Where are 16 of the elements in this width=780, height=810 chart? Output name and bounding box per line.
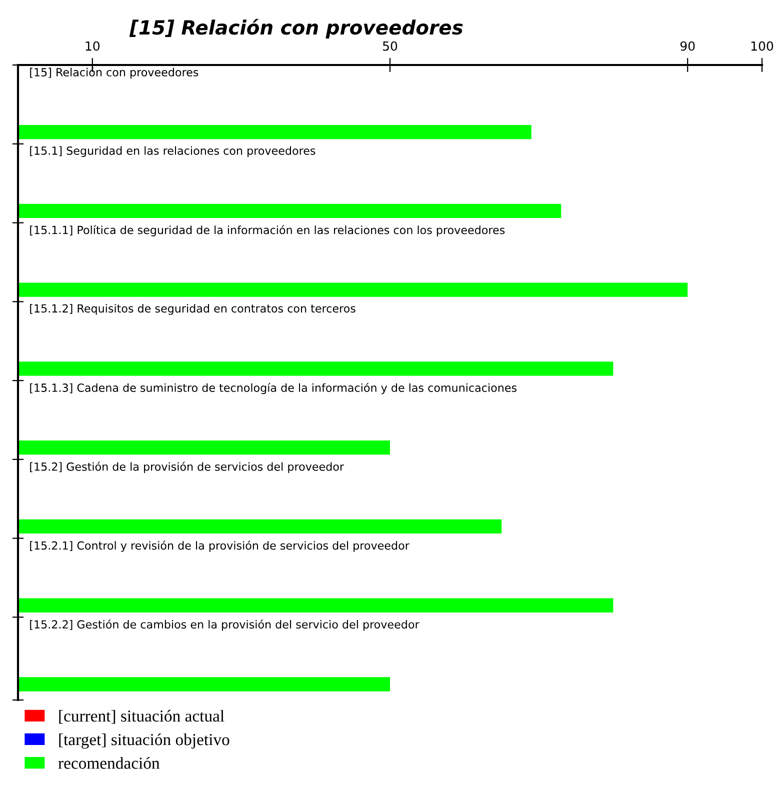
y-tick-label: [15.2] Gestión de la provisión de servicios del proveedor <box>30 462 344 473</box>
legend-label: [target] situación objetivo <box>59 733 230 749</box>
y-tick-label: [15.1] Seguridad en las relaciones con proveedores <box>30 146 316 157</box>
x-tick-label: 90 <box>680 41 695 51</box>
x-tick-label: 50 <box>383 41 398 51</box>
x-tick-label: 10 <box>86 41 100 51</box>
x-tick-label: 100 <box>751 41 774 51</box>
y-tick-label: [15.1.2] Requisitos de seguridad en contratos con terceros <box>30 304 356 315</box>
legend-label: recomendación <box>58 757 160 769</box>
chart-title: [15] Relación con proveedores <box>129 18 463 38</box>
y-tick-label: [15.1.1] Política de seguridad de la información en las relaciones con los proveedores <box>30 225 505 236</box>
y-tick-label: [15.2.1] Control y revisión de la provisión de servicios del proveedor <box>30 540 410 552</box>
y-tick-label: [15] Relación con proveedores <box>30 67 198 79</box>
y-tick-label: [15.1.3] Cadena de suministro de tecnología de la información y de las comunicaciones <box>30 382 516 394</box>
y-tick-label: [15.2.2] Gestión de cambios en la provisión del servicio del proveedor <box>30 620 420 631</box>
legend-label: [current] situación actual <box>59 710 224 724</box>
